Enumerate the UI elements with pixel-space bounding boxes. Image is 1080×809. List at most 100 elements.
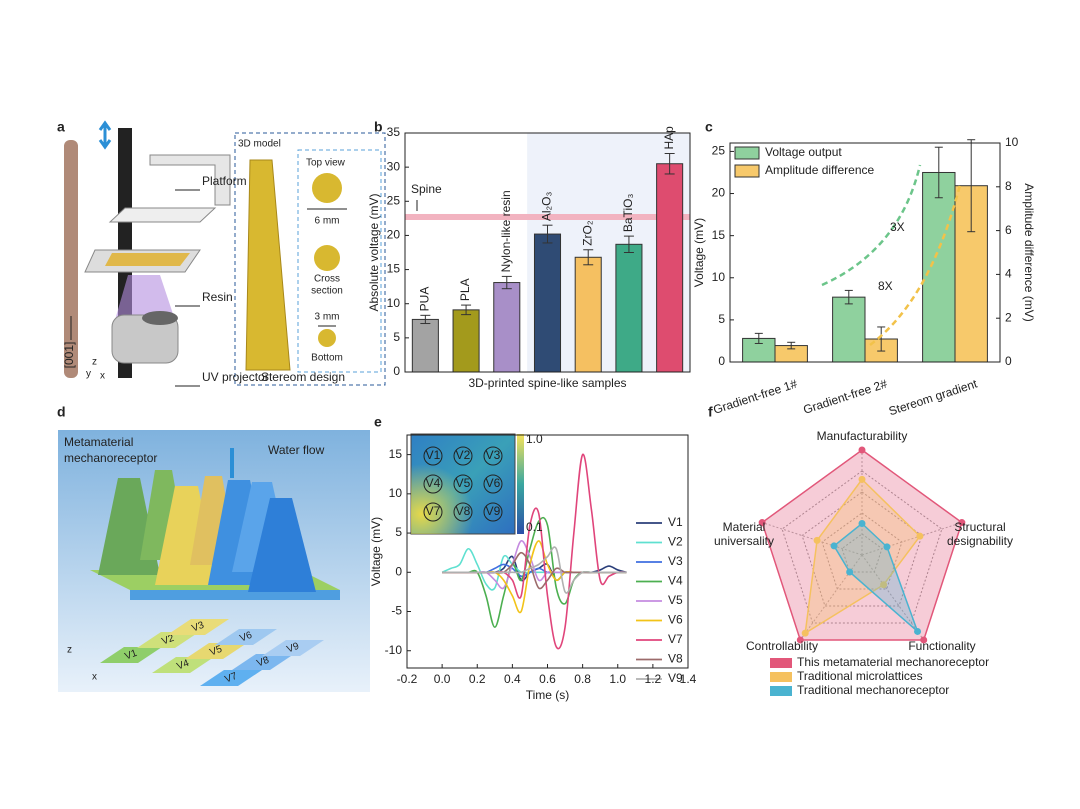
sensor-tile	[100, 647, 162, 663]
plot-frame	[729, 142, 1001, 363]
bar	[832, 296, 866, 363]
radar-point	[880, 581, 888, 589]
spine-rod	[64, 140, 78, 378]
sensor-tile	[215, 629, 277, 645]
inset-label: V2	[456, 448, 471, 462]
annotation-arrow	[821, 164, 922, 287]
inset-label: V6	[486, 476, 501, 490]
dimension-label: 3 mm	[315, 312, 340, 323]
x-tick-label: 0.8	[574, 672, 591, 686]
tile-label: V5	[208, 644, 224, 659]
bar	[411, 318, 439, 373]
direction-label: [001]	[62, 342, 76, 369]
sensor-tile	[185, 643, 247, 659]
y-tick-label: -10	[385, 643, 403, 657]
tile-label: V4	[175, 658, 191, 673]
legend-swatch	[734, 164, 760, 178]
inset-label: V9	[486, 504, 501, 518]
colorbar	[517, 434, 524, 534]
legend-label: V7	[668, 632, 683, 646]
sensor-marker	[453, 446, 473, 466]
inset-label: V1	[426, 448, 441, 462]
reference-band	[405, 213, 690, 220]
radar-point	[858, 520, 866, 527]
panel-a-illustration	[64, 120, 386, 386]
y-tick-label: -5	[391, 604, 402, 618]
panel-label: a	[57, 119, 65, 135]
radar-point	[801, 629, 809, 637]
y-tick-label: 25	[387, 193, 401, 207]
y-axis-title: Absolute voltage (mV)	[367, 193, 381, 311]
tile-label: V2	[160, 633, 176, 648]
sensor-tile	[152, 657, 214, 673]
tile-label: V6	[238, 630, 254, 645]
legend-label: Voltage output	[765, 145, 842, 159]
spoke	[861, 554, 925, 641]
sensor-tile	[200, 670, 262, 686]
sensor-marker	[483, 502, 503, 522]
category-label: Gradient-free 2#	[801, 376, 889, 416]
colorbar-label: 0.1	[526, 520, 543, 534]
legend-swatch	[734, 146, 760, 160]
axis-letter: y	[86, 369, 91, 380]
axis-letter: x	[100, 371, 105, 382]
panel-label: e	[374, 414, 382, 430]
cone	[248, 498, 316, 592]
reference-label: Spine	[411, 182, 442, 196]
y-tick-label: 0	[718, 354, 725, 368]
y2-tick-label: 0	[1005, 354, 1012, 368]
legend-swatch	[770, 672, 792, 682]
y-tick-label: 15	[387, 262, 401, 276]
lens	[142, 311, 178, 325]
y-tick-label: 25	[712, 144, 726, 158]
category-label: PLA	[458, 278, 472, 301]
view-label: Top view	[306, 158, 346, 169]
grid-ring	[841, 533, 883, 573]
x-tick-label: 0.2	[469, 672, 486, 686]
y2-axis-title: Amplitude difference (mV)	[1022, 183, 1036, 322]
radar-point	[796, 636, 804, 644]
legend-swatch	[770, 658, 792, 668]
y-tick-label: 10	[387, 296, 401, 310]
category-label: BaTiO₃	[621, 194, 635, 233]
sensor-tile	[232, 654, 294, 670]
radar-point	[883, 543, 891, 551]
category-label: Nylon-like resin	[499, 190, 513, 272]
category-label: Gradient-free 1#	[711, 376, 799, 416]
sensor-marker	[423, 474, 443, 494]
legend-label: V2	[668, 535, 683, 549]
view-label: Cross	[314, 274, 340, 285]
illustration-label: Resin	[202, 290, 233, 304]
y-tick-label: 15	[389, 447, 403, 461]
radar-point	[858, 446, 866, 454]
sensor-marker	[483, 474, 503, 494]
dimension-label: 6 mm	[315, 216, 340, 227]
x-tick-label: 1.0	[609, 672, 626, 686]
series-line	[442, 546, 627, 594]
y-tick-label: 0	[395, 564, 402, 578]
bar	[452, 309, 480, 373]
y-tick-label: 0	[393, 364, 400, 378]
legend-label: V5	[668, 593, 683, 607]
x-tick-label: 1.4	[680, 672, 697, 686]
category-label: HAp	[662, 126, 676, 150]
sensor-tile	[167, 619, 229, 635]
category-label: Al₂O₃	[540, 192, 554, 222]
radar-point	[920, 636, 928, 644]
illustration-label: Water flow	[268, 443, 325, 457]
legend-label: V3	[668, 554, 683, 568]
x-tick-label: 0.4	[504, 672, 521, 686]
caption: Stereom design	[261, 370, 345, 384]
axis-label: Manufacturability	[817, 429, 908, 443]
colorbar-label: 1.0	[526, 432, 543, 446]
legend-label: V1	[668, 515, 683, 529]
axis-letter: z	[67, 645, 72, 656]
x-tick-label: 1.2	[645, 672, 662, 686]
x-tick-label: 0.6	[539, 672, 556, 686]
grid-ring	[821, 512, 903, 590]
legend-label: V9	[668, 671, 683, 685]
illustration-title: mechanoreceptor	[64, 451, 157, 465]
sensor-marker	[453, 474, 473, 494]
bar	[574, 256, 602, 373]
legend-label: Traditional mechanoreceptor	[797, 683, 949, 697]
